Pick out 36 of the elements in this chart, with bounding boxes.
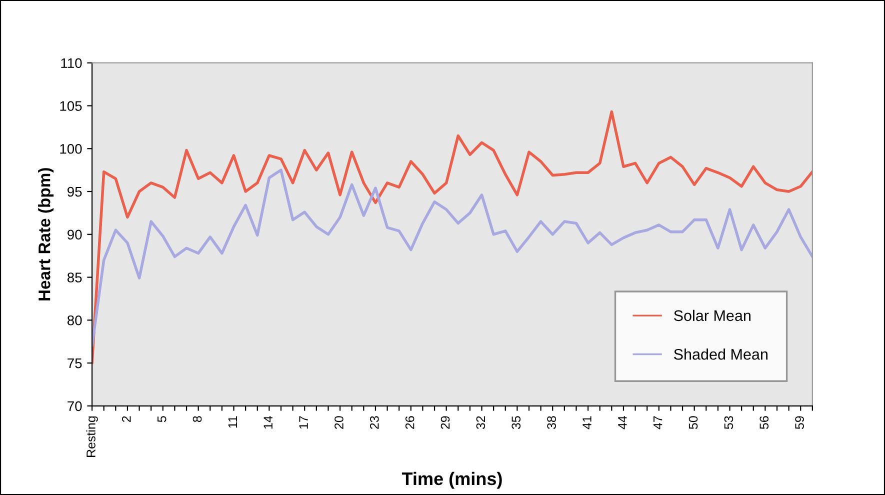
legend-label: Shaded Mean: [674, 348, 768, 360]
x-tick-label: 5: [158, 416, 166, 422]
line-series: [92, 110, 812, 364]
y-tick-label: 80: [67, 315, 82, 326]
x-axis-title: Time (mins): [402, 472, 502, 489]
y-tick-label: 105: [60, 101, 82, 111]
x-tick-label: Resting: [86, 416, 98, 457]
x-tick-label: 53: [724, 416, 734, 430]
y-tick-label: 75: [68, 358, 82, 368]
line-series: [92, 168, 812, 348]
legend-label: Solar Mean: [674, 310, 750, 322]
x-tick-label: 47: [654, 416, 662, 430]
x-tick-label: 14: [264, 416, 272, 429]
x-tick-label: 35: [512, 416, 521, 430]
x-tick-label: 11: [228, 416, 237, 428]
y-tick-label: 70: [68, 401, 82, 412]
x-tick-label: 8: [192, 416, 202, 422]
y-tick-label: 110: [61, 58, 82, 68]
x-tick-label: 26: [405, 416, 414, 429]
x-tick-label: 41: [582, 416, 592, 430]
x-tick-label: 59: [795, 416, 804, 430]
x-tick-label: 23: [370, 416, 379, 429]
y-tick-label: 95: [68, 186, 82, 197]
x-tick-label: 17: [299, 416, 308, 429]
y-axis-title: Heart Rate (bpm): [38, 168, 54, 300]
x-tick-label: 44: [618, 416, 627, 430]
x-tick-label: 38: [547, 416, 556, 430]
x-tick-label: 29: [440, 416, 450, 429]
y-tick-label: 100: [60, 144, 82, 154]
x-tick-label: 56: [760, 416, 769, 430]
y-tick-label: 90: [68, 230, 82, 240]
x-tick-label: 50: [688, 416, 698, 430]
x-tick-label: 20: [334, 416, 344, 429]
x-tick-label: 32: [476, 416, 486, 430]
y-tick-label: 85: [67, 272, 82, 282]
x-tick-label: 2: [122, 416, 131, 422]
